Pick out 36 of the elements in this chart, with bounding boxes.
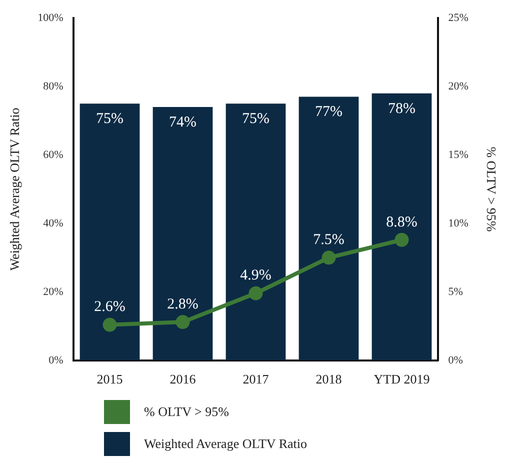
y2-tick-label: 5% <box>448 286 463 298</box>
y2-tick-label: 20% <box>448 80 468 92</box>
data-label: 77% <box>314 104 342 120</box>
y-tick-label: 100% <box>38 12 64 24</box>
x-tick-label: 2018 <box>316 372 342 387</box>
y-tick-label: 40% <box>43 217 64 230</box>
y2-tick-label: 0% <box>448 354 463 366</box>
legend-label: % OLTV > 95% <box>144 404 229 420</box>
data-label: 8.8% <box>386 214 418 230</box>
data-label: 75% <box>242 111 270 128</box>
x-tick-label: 2017 <box>242 372 270 387</box>
data-label: 75% <box>96 111 124 128</box>
y-tick-label: 0% <box>48 354 64 366</box>
point <box>322 250 336 265</box>
y2-axis-title: % OLTV > 95% <box>484 146 499 232</box>
data-label: 4.9% <box>240 268 272 284</box>
x-tick-label: 2015 <box>96 372 123 387</box>
data-label: 78% <box>388 100 416 117</box>
y-tick-label: 80% <box>43 80 64 92</box>
y-axis-title: Weighted Average OLTV Ratio <box>7 108 22 271</box>
data-label: 74% <box>169 114 197 130</box>
point <box>394 232 409 247</box>
x-tick-label: YTD 2019 <box>374 372 430 387</box>
y2-tick-label: 10% <box>448 217 468 230</box>
y2-tick-label: 15% <box>448 148 468 161</box>
x-tick-label: 2016 <box>170 372 196 387</box>
y2-tick-label: 25% <box>448 12 468 24</box>
data-label: 2.8% <box>167 296 198 312</box>
y-tick-label: 20% <box>43 286 64 298</box>
legend-label: Weighted Average OLTV Ratio <box>144 436 307 452</box>
point <box>176 315 190 330</box>
data-label: 2.6% <box>94 299 126 316</box>
y-tick-label: 60% <box>43 148 64 161</box>
point <box>102 318 117 332</box>
data-label: 7.5% <box>313 232 344 248</box>
point <box>248 286 263 300</box>
